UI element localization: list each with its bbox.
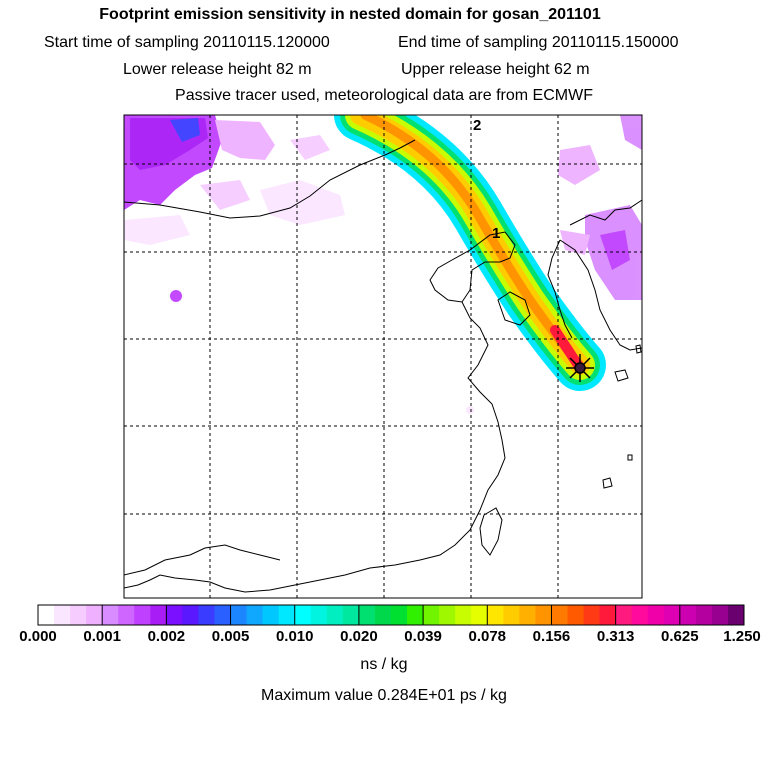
- colorbar-tick-label: 0.000: [19, 628, 57, 645]
- sampling-start-label: Start time of sampling 20110115.120000: [44, 34, 330, 51]
- map-frame: [123, 114, 643, 599]
- colorbar-cell: [551, 605, 568, 625]
- colorbar-cell: [679, 605, 697, 625]
- maximum-value-label: Maximum value 0.284E+01 ps / kg: [261, 687, 507, 704]
- colorbar-cell: [38, 605, 55, 625]
- colorbar-cell: [455, 605, 472, 625]
- colorbar-cell: [631, 605, 649, 625]
- colorbar: [37, 604, 745, 626]
- colorbar-cell: [150, 605, 167, 625]
- colorbar-cell: [166, 605, 183, 625]
- lower-release-height-label: Lower release height 82 m: [123, 61, 312, 78]
- colorbar-cell: [358, 605, 376, 625]
- receptor-marker-icon: [566, 354, 594, 382]
- colorbar-cell: [278, 605, 296, 625]
- colorbar-cell: [86, 605, 103, 625]
- colorbar-cell: [471, 605, 488, 625]
- colorbar-cell: [391, 605, 408, 625]
- colorbar-cell: [583, 605, 601, 625]
- upper-release-height-label: Upper release height 62 m: [401, 61, 590, 78]
- colorbar-cell: [599, 605, 617, 625]
- colorbar-cell: [519, 605, 536, 625]
- colorbar-cell: [711, 605, 729, 625]
- colorbar-cell: [727, 605, 745, 625]
- colorbar-cell: [342, 605, 360, 625]
- colorbar-cell: [134, 605, 151, 625]
- colorbar-cell: [214, 605, 232, 625]
- sensitivity-patches: [124, 115, 642, 414]
- colorbar-cell: [663, 605, 681, 625]
- colorbar-cell: [647, 605, 665, 625]
- colorbar-cell: [407, 605, 424, 625]
- trajectory-label-2: 2: [473, 117, 481, 134]
- colorbar-tick-label: 0.039: [404, 628, 442, 645]
- colorbar-cell: [567, 605, 585, 625]
- colorbar-cell: [54, 605, 71, 625]
- colorbar-cell: [310, 605, 328, 625]
- colorbar-tick-label: 0.078: [468, 628, 507, 645]
- colorbar-cell: [439, 605, 456, 625]
- colorbar-frame: [37, 604, 745, 626]
- colorbar-cell: [615, 605, 633, 625]
- colorbar-cell: [423, 605, 440, 625]
- lat-lon-grid: [124, 115, 642, 598]
- colorbar-cell: [230, 605, 248, 625]
- colorbar-cell: [198, 605, 215, 625]
- colorbar-cell: [102, 605, 119, 625]
- colorbar-cell: [262, 605, 280, 625]
- colorbar-units: ns / kg: [360, 656, 408, 673]
- colorbar-cell: [487, 605, 504, 625]
- colorbar-cell: [246, 605, 264, 625]
- colorbar-cell: [294, 605, 312, 625]
- colorbar-cell: [374, 605, 392, 625]
- trajectory-label-1: 1: [492, 225, 500, 242]
- page-title: Footprint emission sensitivity in nested…: [99, 6, 601, 23]
- colorbar-tick-label: 1.250: [723, 628, 761, 645]
- tracer-info-label: Passive tracer used, meteorological data…: [175, 87, 593, 104]
- colorbar-tick-label: 0.156: [532, 628, 571, 645]
- colorbar-tick-label: 0.313: [596, 628, 635, 645]
- colorbar-cell: [695, 605, 713, 625]
- colorbar-tick-label: 0.625: [661, 628, 699, 645]
- colorbar-tick-label: 0.005: [211, 628, 250, 645]
- footprint-plume: [334, 115, 606, 391]
- colorbar-cell: [326, 605, 344, 625]
- coastlines: [124, 139, 642, 593]
- map-field: 2 1: [124, 115, 642, 598]
- colorbar-cells: [38, 605, 745, 625]
- colorbar-cell: [503, 605, 520, 625]
- colorbar-cell: [535, 605, 552, 625]
- colorbar-cell: [118, 605, 135, 625]
- colorbar-tick-label: 0.010: [275, 628, 314, 645]
- colorbar-tick-label: 0.020: [340, 628, 378, 645]
- colorbar-dividers: [101, 605, 681, 625]
- colorbar-tick-label: 0.002: [147, 628, 186, 645]
- colorbar-cell: [182, 605, 199, 625]
- sampling-end-label: End time of sampling 20110115.150000: [398, 34, 679, 51]
- colorbar-cell: [70, 605, 87, 625]
- colorbar-tick-label: 0.001: [83, 628, 121, 645]
